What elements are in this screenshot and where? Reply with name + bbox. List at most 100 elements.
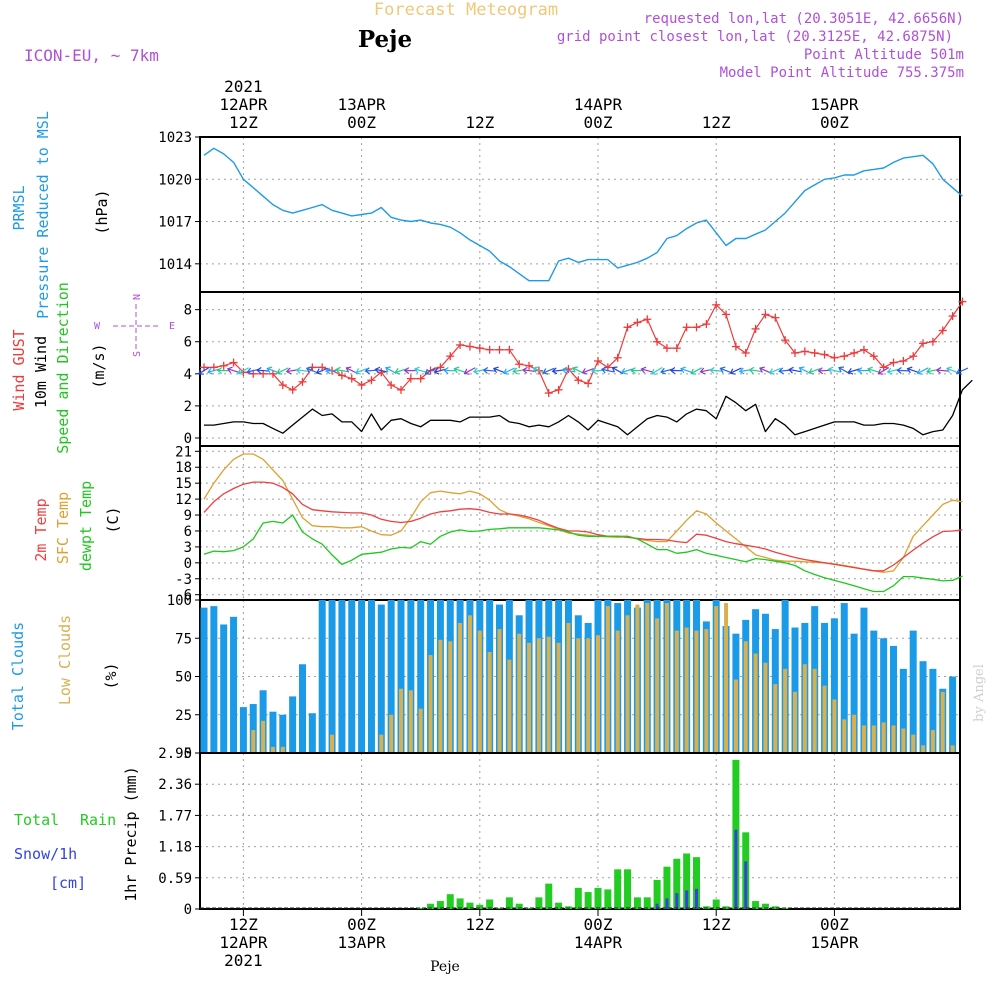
- arrow-head: [305, 366, 312, 373]
- snow-bar: [655, 903, 659, 909]
- wind-direction-arrow: [237, 367, 249, 375]
- arrow-shaft: [788, 368, 802, 373]
- gust-point: [584, 379, 593, 388]
- wind-direction-arrow: [364, 367, 378, 375]
- wind-direction-arrow: [748, 366, 762, 374]
- bottom-time-label: 2021: [224, 951, 263, 970]
- gust-point: [337, 371, 346, 380]
- wind-direction-arrow: [729, 367, 742, 375]
- wind-direction-arrow: [651, 367, 663, 375]
- ytick-label: 100: [167, 593, 192, 609]
- total-cloud-bar: [840, 603, 848, 753]
- arrow-head: [503, 368, 509, 375]
- arrow-head: [896, 367, 902, 374]
- arrow-head: [660, 367, 666, 375]
- arrow-head: [719, 366, 726, 373]
- arrow-shaft: [572, 367, 584, 374]
- wind-direction-arrow: [424, 366, 436, 375]
- arrow-shaft: [946, 367, 959, 374]
- ytick-label: 0: [184, 556, 192, 572]
- low-cloud-bar: [871, 725, 876, 753]
- arrow-head: [699, 367, 706, 375]
- arrow-shaft: [207, 368, 220, 373]
- gust-point: [298, 377, 307, 386]
- low-cloud-bar: [576, 638, 581, 753]
- gust-point: [456, 340, 465, 349]
- total-cloud-bar: [308, 713, 316, 753]
- gust-point: [525, 361, 534, 370]
- top-time-label: 12Z: [702, 113, 731, 132]
- gust-point: [544, 389, 553, 398]
- ytick-label: 6: [184, 335, 192, 351]
- low-cloud-bar: [467, 615, 472, 753]
- wind-direction-arrow: [276, 367, 289, 375]
- rain-bar: [515, 903, 523, 909]
- compass-s: S: [132, 351, 143, 357]
- arrow-shaft: [907, 368, 920, 374]
- arrow-head: [315, 368, 322, 375]
- wind-direction-arrow: [542, 367, 555, 375]
- total-cloud-bar: [358, 600, 366, 753]
- low-cloud-bar: [950, 745, 955, 753]
- total-cloud-bar: [870, 630, 878, 753]
- arrow-head: [512, 367, 518, 375]
- total-cloud-bar: [397, 600, 405, 753]
- top-time-label: 2021: [224, 77, 263, 96]
- arrow-head: [867, 366, 873, 374]
- arrow-head: [472, 367, 479, 375]
- gust-point: [958, 297, 967, 306]
- wind-speed-line: [204, 379, 973, 436]
- gust-point: [889, 358, 898, 367]
- arrow-head: [561, 366, 568, 374]
- arrow-shaft: [828, 368, 841, 373]
- arrow-head: [591, 367, 597, 375]
- low-cloud-bar: [566, 622, 571, 753]
- ytick-label: 4: [184, 367, 192, 383]
- snow-bar: [675, 893, 679, 909]
- gust-point: [653, 337, 662, 346]
- footer-location: Peje: [430, 959, 460, 975]
- rain-bar: [525, 907, 533, 909]
- low-cloud-bar: [773, 684, 778, 753]
- low-cloud-bar: [645, 603, 650, 753]
- arrow-shaft: [710, 369, 723, 372]
- arrow-head: [935, 366, 942, 374]
- bottom-time-label: 00Z: [347, 915, 376, 934]
- ytick-label: 25: [175, 708, 192, 724]
- low-cloud-bar: [487, 652, 492, 753]
- gust-point: [416, 374, 425, 383]
- arrow-head: [394, 367, 401, 375]
- panel-frame: [199, 445, 961, 601]
- total-cloud-bar: [377, 604, 385, 753]
- arrow-head: [778, 367, 784, 375]
- wind-direction-arrow: [443, 367, 457, 375]
- wind-direction-arrow: [660, 367, 673, 375]
- low-clouds-label: Low Clouds: [56, 615, 74, 705]
- gust-point: [672, 344, 681, 353]
- ytick-label: 0.59: [158, 871, 192, 887]
- gust-point: [219, 361, 228, 370]
- arrow-head: [226, 366, 233, 374]
- total-cloud-bar: [338, 600, 346, 753]
- low-cloud-bar: [536, 638, 541, 753]
- arrow-head: [285, 367, 292, 375]
- snow-bar: [685, 890, 689, 909]
- wind-direction-arrow: [669, 367, 683, 374]
- wind-speed-dir-label: Speed and Direction: [54, 282, 72, 454]
- clouds-panel: 0 25 50 75 100: [167, 593, 961, 762]
- rain-bar: [417, 907, 425, 909]
- arrow-shaft: [878, 367, 890, 375]
- rain-bar: [614, 869, 622, 909]
- rain-bar: [653, 879, 661, 909]
- bottom-time-label: 13APR: [338, 933, 387, 952]
- total-cloud-bar: [210, 606, 218, 753]
- wind-direction-arrow: [305, 366, 319, 374]
- gust-point: [554, 385, 563, 394]
- percent-label: (%): [102, 662, 120, 689]
- arrow-head: [295, 366, 302, 374]
- gust-point: [465, 342, 474, 351]
- arrow-shaft: [493, 367, 506, 374]
- arrow-shaft: [641, 368, 654, 373]
- arrow-head: [827, 366, 834, 374]
